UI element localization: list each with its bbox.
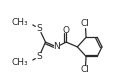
Text: S: S — [36, 24, 42, 33]
Text: N: N — [53, 42, 60, 51]
Text: CH₃: CH₃ — [11, 58, 28, 67]
Text: S: S — [36, 52, 42, 61]
Text: Cl: Cl — [81, 19, 90, 28]
Text: O: O — [63, 26, 70, 35]
Text: CH₃: CH₃ — [11, 18, 28, 27]
Text: Cl: Cl — [81, 65, 90, 74]
